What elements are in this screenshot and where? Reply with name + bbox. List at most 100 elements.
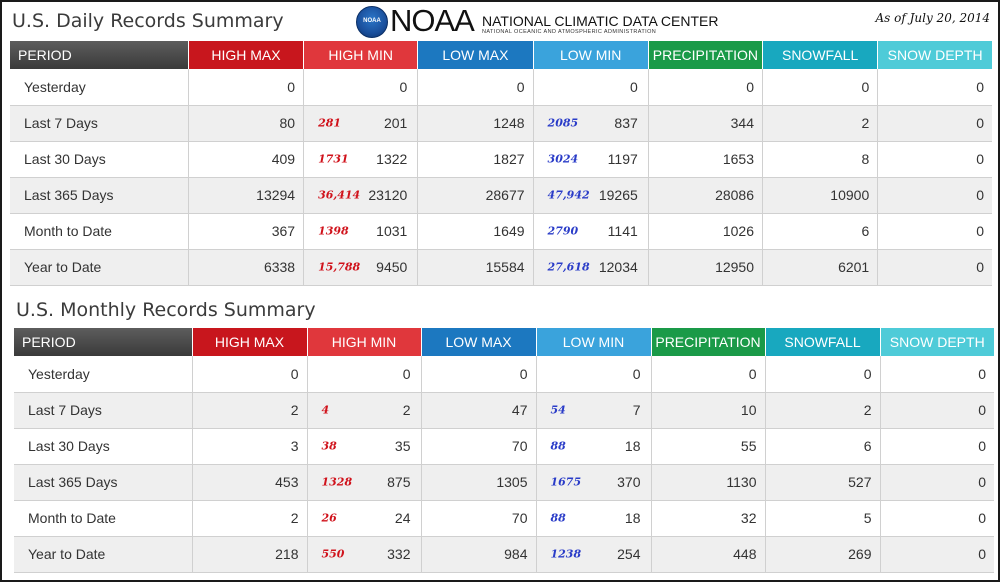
snow-depth-cell: 0 [880,464,994,501]
snowfall-cell: 10900 [762,177,879,214]
low-min-cell: 3024 1197 [533,141,649,178]
high-max-cell: 409 [188,141,305,178]
column-header-snf: SNOWFALL [765,328,881,356]
record-count[interactable]: 3024 [547,152,579,166]
record-count[interactable]: 1675 [550,475,582,489]
snowfall-cell: 0 [762,69,879,106]
high-max-cell: 80 [188,105,305,142]
record-count[interactable]: 27,618 [547,260,590,274]
record-count[interactable]: 1238 [550,547,582,561]
cell-value: 0 [629,78,638,95]
record-count[interactable]: 88 [550,511,566,525]
record-count[interactable]: 38 [321,439,337,453]
snow-depth-cell: 0 [877,141,992,178]
record-count[interactable]: 1398 [318,224,349,238]
cell-value: 0 [402,365,411,382]
record-count[interactable]: 2085 [547,116,579,130]
high-min-cell: 1731 1322 [303,141,419,178]
snowfall-cell: 8 [762,141,879,178]
snow-depth-cell: 0 [877,249,992,286]
low-min-cell: 88 18 [536,500,652,537]
period-cell: Last 365 Days [10,177,189,214]
cell-value: 2 [402,402,411,418]
column-header-snd: SNOW DEPTH [877,41,992,69]
low-max-cell: 1248 [417,105,534,142]
cell-value: 35 [394,438,411,454]
period-cell: Last 7 Days [14,392,193,429]
low-min-cell: 1238 254 [536,536,652,573]
high-max-cell: 218 [192,536,308,573]
table-row: Year to Date 6338 15,788 9450 15584 27,618 120… [10,249,992,286]
low-min-cell: 1675 370 [536,464,652,501]
high-min-cell: 1398 1031 [303,213,419,250]
record-count[interactable]: 88 [550,439,566,453]
record-count[interactable]: 36,414 [318,188,361,202]
record-count[interactable]: 1328 [321,475,353,489]
table-row: Last 365 Days 13294 36,414 23120 28677 47,942… [10,177,992,214]
high-min-cell: 0 [307,356,422,393]
high-min-cell: 1328 875 [307,464,422,501]
cell-value: 23120 [368,187,408,203]
column-header-hmn: HIGH MIN [307,328,422,356]
cell-value: 7 [632,402,641,418]
cell-value: 875 [387,474,411,490]
high-max-cell: 0 [192,356,308,393]
record-count[interactable]: 47,942 [547,188,590,202]
monthly-title: U.S. Monthly Records Summary [16,299,316,321]
low-max-cell: 984 [421,536,537,573]
snow-depth-cell: 0 [880,428,994,465]
cell-value: 0 [632,365,641,382]
period-cell: Last 30 Days [14,428,193,465]
precipitation-cell: 0 [648,69,764,106]
header: U.S. Daily Records Summary NOAA NOAA NAT… [2,2,998,40]
table-row: Month to Date 367 1398 1031 1649 2790 1141 1026… [10,213,992,250]
precipitation-cell: 1130 [651,464,766,501]
low-min-cell: 0 [533,69,649,106]
cell-value: 1141 [607,223,638,239]
record-count[interactable]: 1731 [318,152,349,166]
precipitation-cell: 28086 [648,177,764,214]
table-row: Last 30 Days 409 1731 1322 1827 3024 1197 1653 8… [10,141,992,178]
table-row: Last 30 Days 3 38 35 70 88 18 55 6 0 [14,428,994,465]
cell-value: 9450 [376,259,408,275]
snowfall-cell: 5 [765,500,881,537]
column-header-hmn: HIGH MIN [303,41,419,69]
record-count[interactable]: 15,788 [318,260,361,274]
high-min-cell: 0 [303,69,419,106]
record-count[interactable]: 550 [321,547,345,561]
record-count[interactable]: 26 [321,511,337,525]
header-row: PERIOD HIGH MAX HIGH MIN LOW MAX LOW MIN PREC… [14,328,994,356]
cell-value: 370 [617,474,641,490]
snow-depth-cell: 0 [880,536,994,573]
low-min-cell: 2790 1141 [533,213,649,250]
high-min-cell: 26 24 [307,500,422,537]
record-count[interactable]: 54 [550,403,566,417]
column-header-lmx: LOW MAX [421,328,537,356]
precipitation-cell: 1026 [648,213,764,250]
column-header-prc: PRECIPITATION [651,328,766,356]
low-max-cell: 28677 [417,177,534,214]
low-min-cell: 0 [536,356,652,393]
high-min-cell: 36,414 23120 [303,177,419,214]
noaa-emblem-icon: NOAA [356,6,388,38]
table-row: Last 365 Days 453 1328 875 1305 1675 370 1130 52… [14,464,994,501]
column-header-snf: SNOWFALL [762,41,879,69]
high-max-cell: 6338 [188,249,305,286]
cell-value: 1322 [376,151,408,167]
snowfall-cell: 6 [765,428,881,465]
snowfall-cell: 0 [765,356,881,393]
record-count[interactable]: 281 [318,116,342,130]
record-count[interactable]: 4 [321,403,330,417]
high-min-cell: 550 332 [307,536,422,573]
column-header-hmx: HIGH MAX [188,41,305,69]
table-row: Yesterday 0 0 0 0 0 0 0 [14,356,994,393]
snowfall-cell: 6201 [762,249,879,286]
cell-value: 18 [624,510,641,526]
org-name: NATIONAL CLIMATIC DATA CENTER [482,13,719,29]
period-cell: Month to Date [10,213,189,250]
record-count[interactable]: 2790 [547,224,579,238]
column-header-hmx: HIGH MAX [192,328,308,356]
cell-value: 254 [617,546,641,562]
period-cell: Month to Date [14,500,193,537]
low-max-cell: 15584 [417,249,534,286]
